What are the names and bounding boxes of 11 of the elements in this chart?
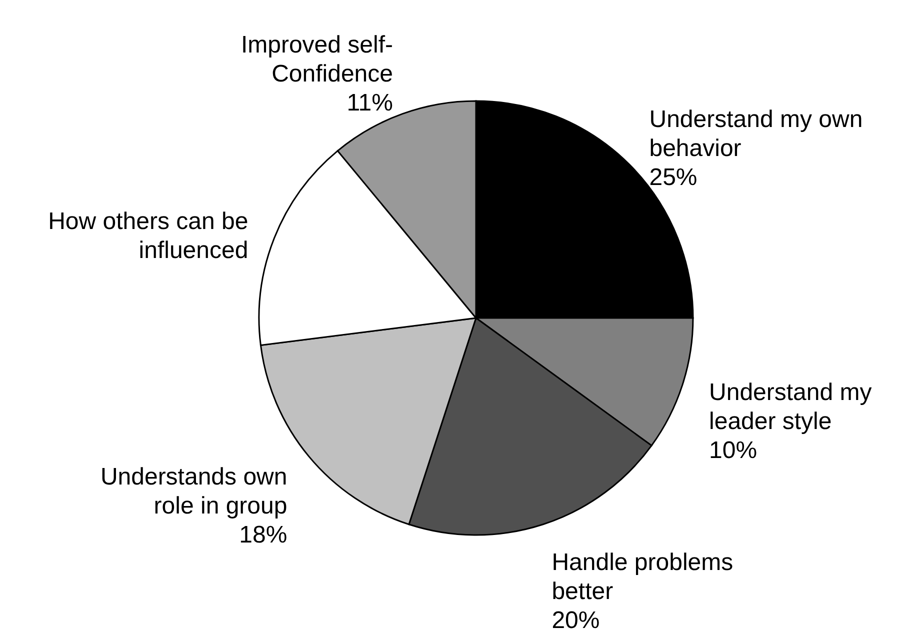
- data-label: 18%: [239, 522, 288, 549]
- data-label: 25%: [649, 164, 698, 192]
- slice-label: How others can be influenced: [48, 208, 248, 264]
- slice-label: Understand my own behavior: [649, 106, 863, 162]
- slice-label: Improved self-Confidence: [240, 32, 394, 88]
- slice-label: Understands own role in group: [100, 464, 288, 520]
- data-label: 10%: [709, 436, 758, 464]
- data-label: 20%: [552, 607, 600, 634]
- data-label: 11%: [346, 90, 394, 117]
- slice-label: Handle problems better: [552, 549, 734, 606]
- slice-label: Understand my leader style: [709, 378, 872, 435]
